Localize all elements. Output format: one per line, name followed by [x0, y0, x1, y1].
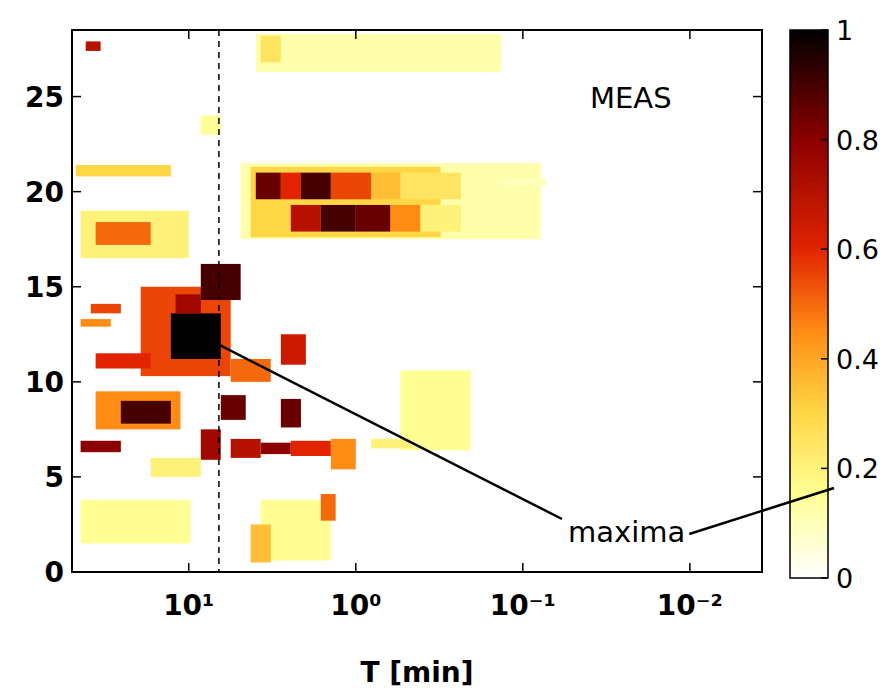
- colorbar-tick: [821, 139, 828, 141]
- x-tick: [522, 563, 524, 572]
- x-tick: [522, 30, 524, 39]
- y-tick: [753, 96, 762, 98]
- cell: [321, 205, 356, 232]
- x-tick-label: 10⁰: [330, 589, 381, 622]
- cell: [371, 173, 400, 200]
- cell: [400, 370, 470, 450]
- y-tick-label: 0: [45, 556, 64, 589]
- cell: [96, 222, 151, 245]
- cell: [121, 401, 171, 424]
- x-tick: [355, 30, 357, 39]
- x-tick: [188, 563, 190, 572]
- chart: 10¹ 10⁰ 10⁻¹ 10⁻² 0 5 10 15 20 25 T [min] MEAS 0 0.2 0…: [0, 0, 894, 696]
- cell: [291, 205, 321, 232]
- y-tick: [753, 381, 762, 383]
- cell: [231, 439, 261, 458]
- y-tick-label: 20: [25, 176, 64, 209]
- colorbar-tick: [821, 468, 828, 470]
- colorbar-tick-label: 0.8: [836, 125, 879, 156]
- cell: [96, 353, 151, 368]
- annotation-line: [689, 488, 834, 534]
- colorbar-tick: [821, 358, 828, 360]
- x-tick: [689, 563, 691, 572]
- y-tick: [72, 381, 81, 383]
- cell: [201, 116, 221, 135]
- title: MEAS: [590, 81, 672, 115]
- y-tick: [72, 286, 81, 288]
- cell: [231, 359, 271, 382]
- annotation: maxima: [568, 515, 685, 549]
- cell: [171, 313, 221, 359]
- cell: [261, 36, 281, 63]
- cell: [81, 319, 111, 327]
- cell: [256, 173, 281, 200]
- colorbar-tick: [821, 29, 828, 31]
- y-tick-label: 10: [25, 366, 64, 399]
- cell: [281, 173, 301, 200]
- cell: [356, 205, 391, 232]
- cell: [221, 395, 246, 420]
- x-tick-label: 10¹: [163, 589, 214, 622]
- cell: [501, 178, 546, 186]
- cell: [86, 41, 101, 51]
- cell: [96, 391, 181, 429]
- colorbar-tick-label: 1: [836, 15, 853, 46]
- reference-line: [218, 30, 220, 572]
- x-tick-label: 10⁻¹: [490, 589, 556, 622]
- cell: [251, 524, 271, 562]
- cell: [281, 399, 301, 428]
- cell: [331, 173, 371, 200]
- y-tick: [72, 191, 81, 193]
- cell: [241, 163, 541, 239]
- y-tick: [72, 571, 81, 573]
- cell: [321, 494, 336, 521]
- x-tick: [355, 563, 357, 572]
- colorbar-tick-label: 0: [836, 563, 853, 594]
- cell: [176, 294, 201, 313]
- cell: [201, 429, 221, 459]
- cell: [400, 173, 460, 200]
- colorbar-tick-label: 0.4: [836, 344, 879, 375]
- y-tick: [753, 476, 762, 478]
- y-tick-label: 5: [45, 461, 64, 494]
- y-tick: [753, 191, 762, 193]
- cell: [151, 458, 201, 477]
- colorbar-tick: [821, 577, 828, 579]
- cell: [281, 334, 306, 364]
- annotation-line: [210, 340, 562, 519]
- colorbar-tick-label: 0.6: [836, 234, 879, 265]
- y-tick-label: 25: [25, 81, 64, 114]
- cell: [301, 173, 331, 200]
- cell: [76, 165, 171, 176]
- y-tick: [753, 286, 762, 288]
- cell: [141, 287, 231, 376]
- cell: [256, 34, 501, 72]
- cell: [291, 441, 331, 456]
- x-tick: [689, 30, 691, 39]
- cell: [261, 500, 331, 561]
- cell: [261, 443, 291, 454]
- cell: [331, 439, 356, 469]
- colorbar-tick-label: 0.2: [836, 453, 879, 484]
- cells: [76, 30, 546, 572]
- colorbar-tick: [821, 248, 828, 250]
- y-tick: [72, 96, 81, 98]
- cell: [201, 264, 241, 300]
- cell: [420, 205, 460, 232]
- cell: [91, 304, 121, 314]
- cell: [390, 205, 420, 232]
- x-tick-label: 10⁻²: [657, 589, 723, 622]
- cell: [81, 500, 191, 544]
- cell: [81, 441, 121, 452]
- y-tick: [72, 476, 81, 478]
- x-axis-title: T [min]: [360, 656, 473, 689]
- plot-frame: [72, 30, 762, 572]
- y-tick-label: 15: [25, 271, 64, 304]
- x-tick: [188, 30, 190, 39]
- y-tick: [753, 571, 762, 573]
- cell: [81, 211, 189, 259]
